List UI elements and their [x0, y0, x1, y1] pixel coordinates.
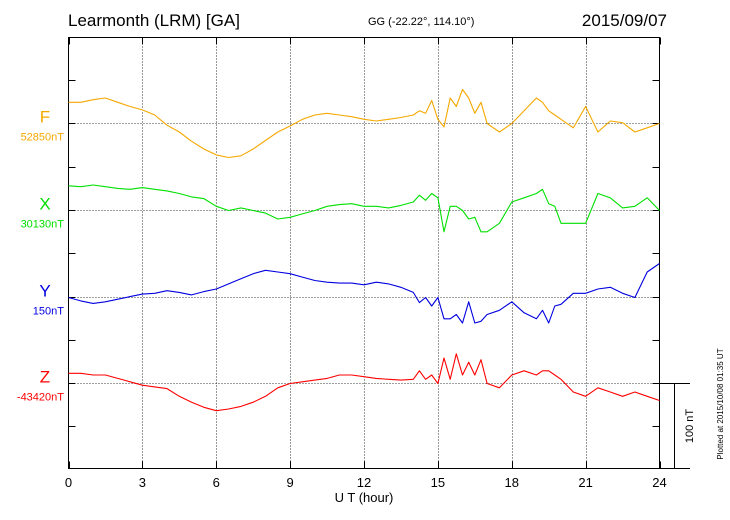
x-tick-label: 15	[431, 475, 445, 490]
series-x-name: X	[39, 195, 50, 214]
series-z-name: Z	[40, 368, 50, 387]
series-x-baseline: 30130nT	[21, 219, 65, 231]
series-labels: F 52850nT X 30130nT Y 150nT Z -43420nT	[17, 108, 64, 404]
series-f-baseline: 52850nT	[21, 132, 65, 144]
series-z-baseline: -43420nT	[17, 392, 64, 404]
x-tick-label: 12	[357, 475, 371, 490]
x-tick-label: 9	[287, 475, 294, 490]
station-title: Learmonth (LRM) [GA]	[68, 11, 240, 30]
plotted-at-note: Plotted at 2015/10/08 01:35 UT	[716, 348, 725, 459]
scale-bar: 100 nT	[660, 383, 696, 469]
x-tick-label: 0	[65, 475, 72, 490]
x-axis-title: U T (hour)	[335, 490, 394, 505]
x-tick-label: 3	[139, 475, 146, 490]
series-z-line	[68, 353, 660, 412]
x-tick-label: 21	[578, 475, 592, 490]
grid-lines	[68, 37, 660, 469]
series-f-line	[68, 88, 660, 159]
series-group	[68, 88, 660, 412]
series-y-line	[68, 263, 660, 324]
series-y-baseline: 150nT	[33, 306, 64, 318]
scale-bar-label: 100 nT	[684, 409, 696, 444]
x-tick-label: 6	[213, 475, 220, 490]
chart-date: 2015/09/07	[581, 11, 667, 30]
geographic-coordinates: GG (-22.22°, 114.10°)	[368, 16, 475, 28]
x-tick-label: 18	[505, 475, 519, 490]
series-x-line	[68, 184, 660, 233]
series-y-name: Y	[39, 282, 50, 301]
series-f-name: F	[40, 108, 50, 127]
plot-frame	[68, 37, 660, 469]
axis-ticks: 0 3 6 9 12 15 18 21 24	[65, 37, 667, 490]
x-tick-label: 24	[652, 475, 666, 490]
